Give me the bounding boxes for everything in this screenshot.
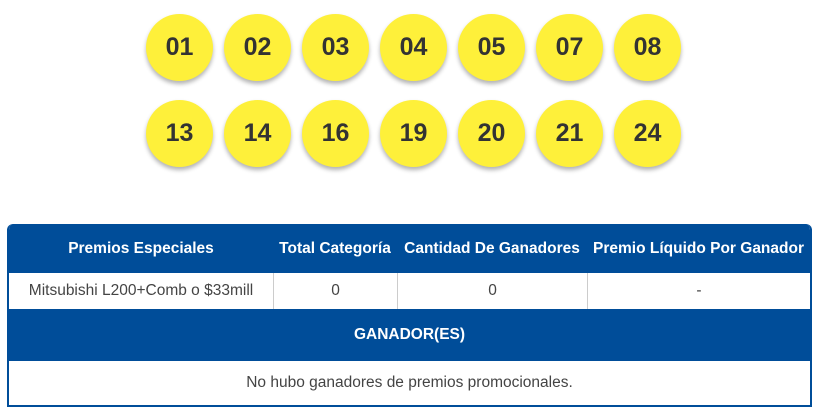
- numbers-row-2: 13 14 16 19 20 21 24: [146, 100, 686, 167]
- table-header: Premios Especiales Total Categoría Canti…: [9, 224, 810, 273]
- number-ball: 02: [224, 14, 291, 81]
- number-ball: 21: [536, 100, 603, 167]
- numbers-row-1: 01 02 03 04 05 07 08: [146, 14, 686, 81]
- total-category: 0: [273, 273, 397, 309]
- column-header: Premios Especiales: [9, 224, 273, 273]
- number-ball: 03: [302, 14, 369, 81]
- column-header: Premio Líquido Por Ganador: [587, 224, 810, 273]
- number-ball: 05: [458, 14, 525, 81]
- winners-message: No hubo ganadores de premios promocional…: [246, 374, 573, 391]
- number-ball: 14: [224, 100, 291, 167]
- winners-title: GANADOR(ES): [9, 309, 810, 361]
- net-prize: -: [587, 273, 810, 309]
- prize-name: Mitsubishi L200+Comb o $33mill: [28, 282, 254, 299]
- table-row: Mitsubishi L200+Comb o $33mill 0 0 -: [9, 273, 810, 309]
- number-ball: 24: [614, 100, 681, 167]
- number-ball: 13: [146, 100, 213, 167]
- number-ball: 08: [614, 14, 681, 81]
- column-header: Cantidad De Ganadores: [397, 224, 587, 273]
- special-prizes-table: Premios Especiales Total Categoría Canti…: [7, 224, 812, 407]
- number-ball: 04: [380, 14, 447, 81]
- number-ball: 19: [380, 100, 447, 167]
- number-ball: 20: [458, 100, 525, 167]
- number-ball: 01: [146, 14, 213, 81]
- winners-count: 0: [397, 273, 587, 309]
- number-ball: 07: [536, 14, 603, 81]
- column-header: Total Categoría: [273, 224, 397, 273]
- number-ball: 16: [302, 100, 369, 167]
- drawn-numbers: 01 02 03 04 05 07 08 13 14 16 19 20 21 2…: [146, 14, 686, 186]
